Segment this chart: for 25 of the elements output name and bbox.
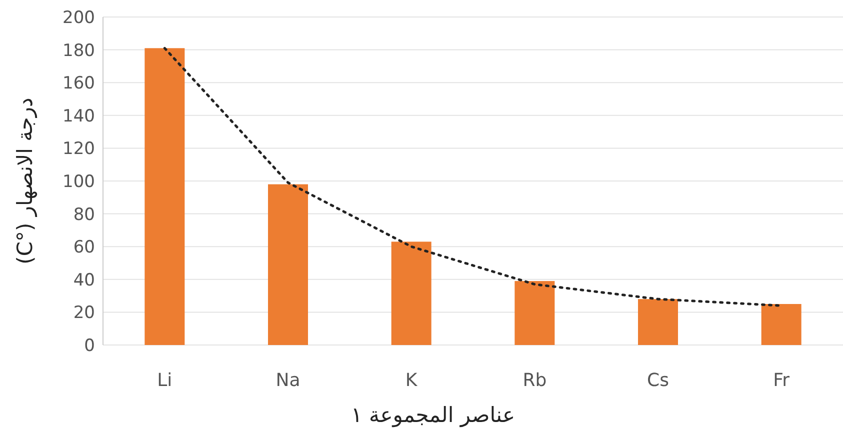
y-tick-label: 180 <box>62 40 95 61</box>
y-tick-label: 160 <box>62 74 95 94</box>
bar <box>638 299 678 345</box>
x-tick-label: Li <box>157 370 172 391</box>
y-tick-label: 60 <box>73 238 95 258</box>
x-axis-title: عناصر المجموعة ١ <box>350 403 516 428</box>
x-tick-label: K <box>405 370 418 391</box>
y-tick-label: 100 <box>62 172 95 192</box>
y-tick-label: 200 <box>62 8 95 28</box>
y-tick-label: 120 <box>62 139 95 160</box>
y-tick-label: 40 <box>73 270 95 290</box>
bar <box>391 242 432 345</box>
x-tick-label: Rb <box>522 370 547 391</box>
y-tick-label: 140 <box>62 106 95 126</box>
x-tick-label: Na <box>276 370 300 391</box>
y-tick-label: 80 <box>73 204 95 225</box>
x-tick-label: Cs <box>647 370 669 391</box>
bar <box>144 48 185 345</box>
bar <box>761 304 802 345</box>
bar <box>268 184 308 345</box>
y-axis-title: درجة الانصهار (°C) <box>13 98 38 264</box>
y-tick-label: 20 <box>73 303 95 324</box>
y-tick-label: 0 <box>84 336 95 356</box>
x-tick-label: Fr <box>773 370 790 391</box>
bar <box>514 281 555 345</box>
